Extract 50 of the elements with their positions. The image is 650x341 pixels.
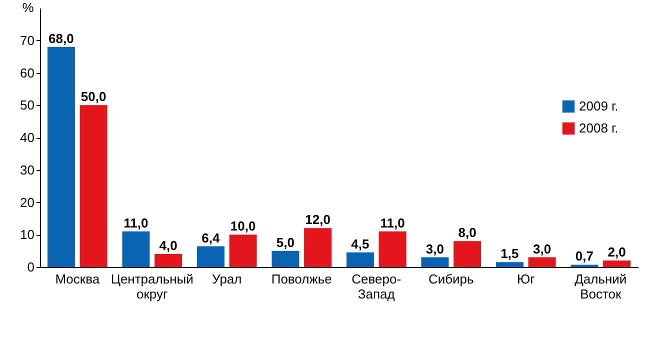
y-tick-label: 70	[20, 32, 34, 48]
y-tick-label: 10	[20, 227, 34, 242]
y-tick-label: 0	[27, 260, 34, 274]
data-label: 11,0	[124, 215, 148, 230]
bar	[603, 260, 631, 267]
bar	[272, 250, 300, 267]
data-label: 4,5	[351, 236, 370, 252]
data-label: 6,4	[202, 230, 221, 246]
y-tick-label: 20	[20, 194, 34, 210]
y-axis-title: %	[22, 0, 34, 15]
legend-label: 2008 г.	[579, 120, 618, 136]
data-label: 12,0	[305, 212, 330, 228]
data-label: 11,0	[380, 215, 405, 230]
bar	[154, 254, 182, 267]
data-label: 0,7	[575, 248, 594, 264]
bar	[229, 234, 257, 267]
data-label: 2,0	[608, 244, 626, 260]
x-tick-label: Северо- Запад	[352, 272, 402, 302]
y-tick-label: 30	[20, 162, 34, 178]
bar	[196, 246, 224, 267]
data-label: 5,0	[276, 234, 294, 250]
y-tick-label: 50	[20, 98, 34, 113]
bar	[122, 231, 150, 267]
bar	[496, 262, 524, 267]
data-label: 68,0	[48, 30, 74, 46]
x-tick-label: Урал	[212, 272, 242, 286]
data-label: 3,0	[426, 241, 444, 256]
bar	[421, 257, 449, 267]
bar	[528, 257, 556, 267]
x-tick-label: Сибирь	[428, 272, 474, 286]
x-tick-label: Центральный округ	[110, 272, 194, 302]
bar	[378, 231, 406, 267]
data-label: 10,0	[230, 218, 256, 234]
x-tick-label: Поволжье	[271, 272, 332, 286]
bar	[80, 105, 108, 267]
data-label: 3,0	[533, 241, 552, 256]
bar	[346, 252, 374, 267]
bar	[454, 241, 482, 267]
x-tick-label: Юг	[516, 272, 536, 286]
legend-label: 2009 г.	[579, 98, 618, 114]
x-tick-label: Дальний Восток	[574, 272, 627, 302]
data-label: 1,5	[500, 246, 519, 262]
y-tick-label: 40	[20, 130, 34, 145]
y-tick-label: 60	[20, 65, 34, 80]
bar	[47, 46, 75, 267]
bar	[304, 228, 332, 267]
x-tick-label: Москва	[55, 272, 100, 286]
data-label: 8,0	[458, 225, 476, 240]
data-label: 4,0	[159, 238, 178, 254]
data-label: 50,0	[80, 89, 106, 104]
